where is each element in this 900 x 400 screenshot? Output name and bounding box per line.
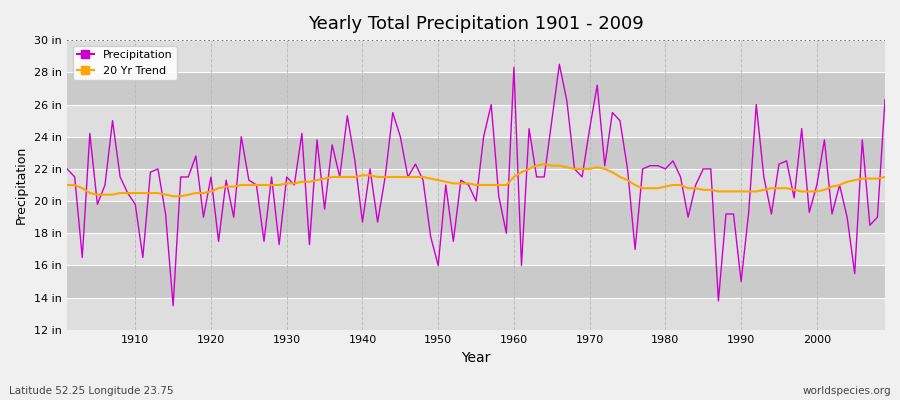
Bar xyxy=(68,169,885,201)
Bar xyxy=(68,104,885,137)
Y-axis label: Precipitation: Precipitation xyxy=(15,146,28,224)
Bar xyxy=(68,72,885,104)
Bar xyxy=(68,298,885,330)
Title: Yearly Total Precipitation 1901 - 2009: Yearly Total Precipitation 1901 - 2009 xyxy=(308,15,644,33)
Bar xyxy=(68,266,885,298)
Bar xyxy=(68,201,885,233)
Text: worldspecies.org: worldspecies.org xyxy=(803,386,891,396)
Bar xyxy=(68,233,885,266)
Text: Latitude 52.25 Longitude 23.75: Latitude 52.25 Longitude 23.75 xyxy=(9,386,174,396)
Legend: Precipitation, 20 Yr Trend: Precipitation, 20 Yr Trend xyxy=(73,46,177,80)
X-axis label: Year: Year xyxy=(462,351,490,365)
Bar xyxy=(68,137,885,169)
Bar xyxy=(68,40,885,72)
